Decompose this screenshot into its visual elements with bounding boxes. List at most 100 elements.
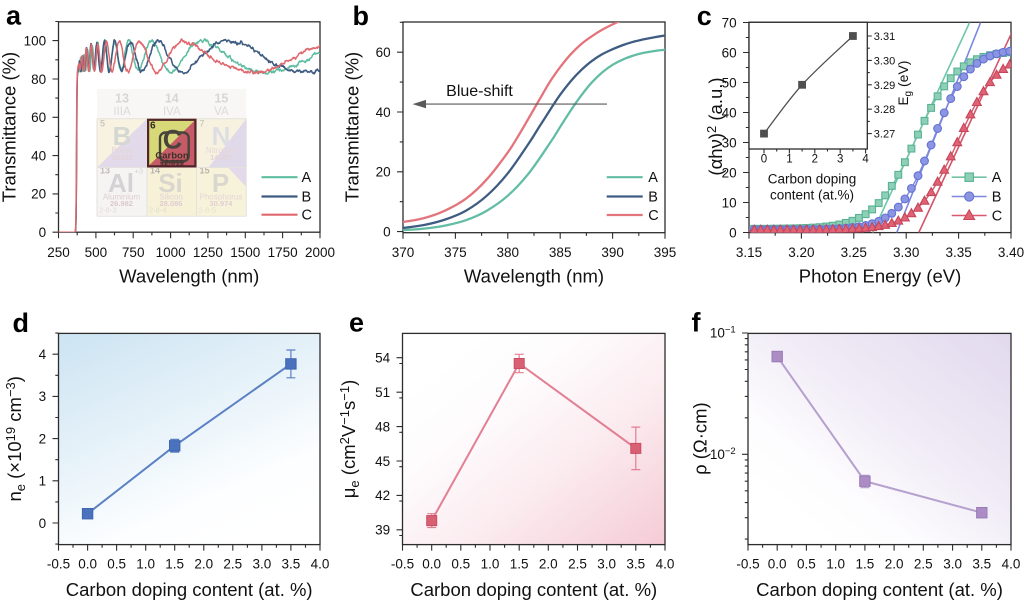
- svg-text:20: 20: [722, 165, 737, 180]
- svg-text:3.15: 3.15: [736, 245, 762, 260]
- svg-text:0: 0: [729, 225, 737, 240]
- svg-text:C: C: [648, 208, 658, 224]
- svg-text:5: 5: [100, 119, 105, 129]
- svg-text:1.5: 1.5: [165, 557, 184, 572]
- svg-text:2-8-3: 2-8-3: [99, 206, 117, 215]
- svg-text:2: 2: [39, 431, 47, 446]
- svg-text:15: 15: [200, 166, 210, 176]
- svg-text:0: 0: [383, 224, 391, 239]
- svg-text:4.0: 4.0: [311, 557, 330, 572]
- svg-text:0: 0: [39, 516, 47, 531]
- svg-text:A: A: [302, 170, 312, 186]
- svg-text:380: 380: [497, 245, 520, 260]
- svg-text:370: 370: [392, 245, 415, 260]
- svg-text:14: 14: [150, 166, 160, 176]
- svg-text:20: 20: [31, 187, 46, 202]
- svg-text:3.29: 3.29: [874, 80, 895, 92]
- svg-text:Transmittance (%): Transmittance (%): [0, 52, 20, 202]
- svg-text:80: 80: [31, 72, 46, 87]
- svg-text:0.5: 0.5: [107, 557, 126, 572]
- svg-text:2.5: 2.5: [914, 557, 933, 572]
- svg-text:Al: Al: [108, 168, 134, 198]
- svg-text:3.20: 3.20: [788, 245, 814, 260]
- svg-text:60: 60: [722, 45, 737, 60]
- svg-text:2-8-4: 2-8-4: [149, 206, 167, 215]
- svg-text:51: 51: [375, 385, 390, 400]
- svg-text:2.0: 2.0: [194, 557, 213, 572]
- svg-text:b: b: [353, 1, 370, 31]
- svg-text:750: 750: [122, 245, 145, 260]
- svg-text:f: f: [692, 308, 702, 338]
- svg-text:3.30: 3.30: [874, 55, 895, 67]
- svg-text:C: C: [163, 125, 183, 155]
- svg-text:3.0: 3.0: [253, 557, 272, 572]
- svg-text:54: 54: [375, 351, 391, 366]
- svg-text:C: C: [302, 208, 312, 224]
- svg-text:0.0: 0.0: [422, 557, 441, 572]
- svg-text:Carbon doping content (at. %): Carbon doping content (at. %): [410, 579, 657, 600]
- svg-text:Wavelength (nm): Wavelength (nm): [464, 265, 604, 286]
- svg-text:60: 60: [31, 110, 46, 125]
- svg-text:0: 0: [761, 154, 767, 166]
- svg-text:2.5: 2.5: [223, 557, 242, 572]
- svg-text:2.5: 2.5: [568, 557, 587, 572]
- svg-text:IVA: IVA: [163, 106, 181, 118]
- svg-text:45: 45: [375, 454, 390, 469]
- svg-text:70: 70: [722, 15, 737, 30]
- svg-text:2.0: 2.0: [885, 557, 904, 572]
- svg-text:1250: 1250: [193, 245, 223, 260]
- svg-text:13: 13: [115, 92, 129, 106]
- svg-text:N: N: [212, 121, 231, 151]
- svg-text:1000: 1000: [156, 245, 186, 260]
- svg-text:0: 0: [39, 225, 47, 240]
- svg-text:39: 39: [375, 523, 390, 538]
- svg-text:-0.5: -0.5: [736, 557, 759, 572]
- svg-text:1500: 1500: [230, 245, 260, 260]
- svg-text:Photon Energy (eV): Photon Energy (eV): [799, 265, 961, 286]
- svg-text:(αhν)2 (a.u.): (αhν)2 (a.u.): [704, 77, 726, 175]
- svg-text:48: 48: [375, 419, 390, 434]
- svg-text:395: 395: [654, 245, 677, 260]
- svg-text:Silicon: Silicon: [159, 193, 183, 202]
- svg-text:500: 500: [85, 245, 108, 260]
- svg-text:Aluminium: Aluminium: [103, 193, 141, 202]
- svg-text:4.0: 4.0: [1002, 557, 1021, 572]
- svg-text:2: 2: [812, 154, 818, 166]
- svg-text:7: 7: [200, 119, 205, 129]
- svg-text:Boron: Boron: [111, 146, 132, 155]
- svg-text:3: 3: [837, 154, 843, 166]
- svg-text:10: 10: [722, 195, 737, 210]
- svg-text:13: 13: [100, 166, 110, 176]
- svg-text:42: 42: [375, 488, 390, 503]
- svg-text:Transmittance (%): Transmittance (%): [342, 52, 363, 202]
- svg-text:A: A: [648, 170, 658, 186]
- svg-text:0.0: 0.0: [768, 557, 787, 572]
- svg-text:+3: +3: [134, 167, 143, 176]
- svg-text:1.0: 1.0: [481, 557, 500, 572]
- svg-text:1750: 1750: [268, 245, 298, 260]
- svg-text:B: B: [302, 190, 312, 206]
- svg-text:Carbon doping content (at. %): Carbon doping content (at. %): [756, 579, 1003, 600]
- svg-text:content (at.%): content (at.%): [770, 188, 854, 203]
- svg-text:Carbon doping: Carbon doping: [768, 172, 857, 187]
- svg-text:40: 40: [722, 105, 737, 120]
- svg-text:3.40: 3.40: [998, 245, 1024, 260]
- svg-text:3.27: 3.27: [874, 129, 895, 141]
- svg-text:-0.5: -0.5: [47, 557, 70, 572]
- svg-text:2-8-5: 2-8-5: [199, 206, 217, 215]
- svg-text:28.086: 28.086: [160, 199, 183, 208]
- svg-text:2000: 2000: [305, 245, 335, 260]
- svg-text:B: B: [992, 190, 1002, 206]
- svg-text:40: 40: [31, 148, 46, 163]
- svg-text:100: 100: [24, 33, 47, 48]
- svg-text:Nitrogen: Nitrogen: [206, 146, 236, 155]
- svg-text:c: c: [697, 1, 712, 31]
- svg-text:IIIA: IIIA: [113, 106, 131, 118]
- svg-text:1.5: 1.5: [510, 557, 529, 572]
- svg-text:20: 20: [376, 165, 391, 180]
- svg-text:Carbon: Carbon: [155, 151, 188, 162]
- svg-text:2.0: 2.0: [539, 557, 558, 572]
- svg-text:ρ (Ω·cm): ρ (Ω·cm): [690, 402, 711, 475]
- svg-text:40: 40: [376, 105, 391, 120]
- svg-text:375: 375: [444, 245, 467, 260]
